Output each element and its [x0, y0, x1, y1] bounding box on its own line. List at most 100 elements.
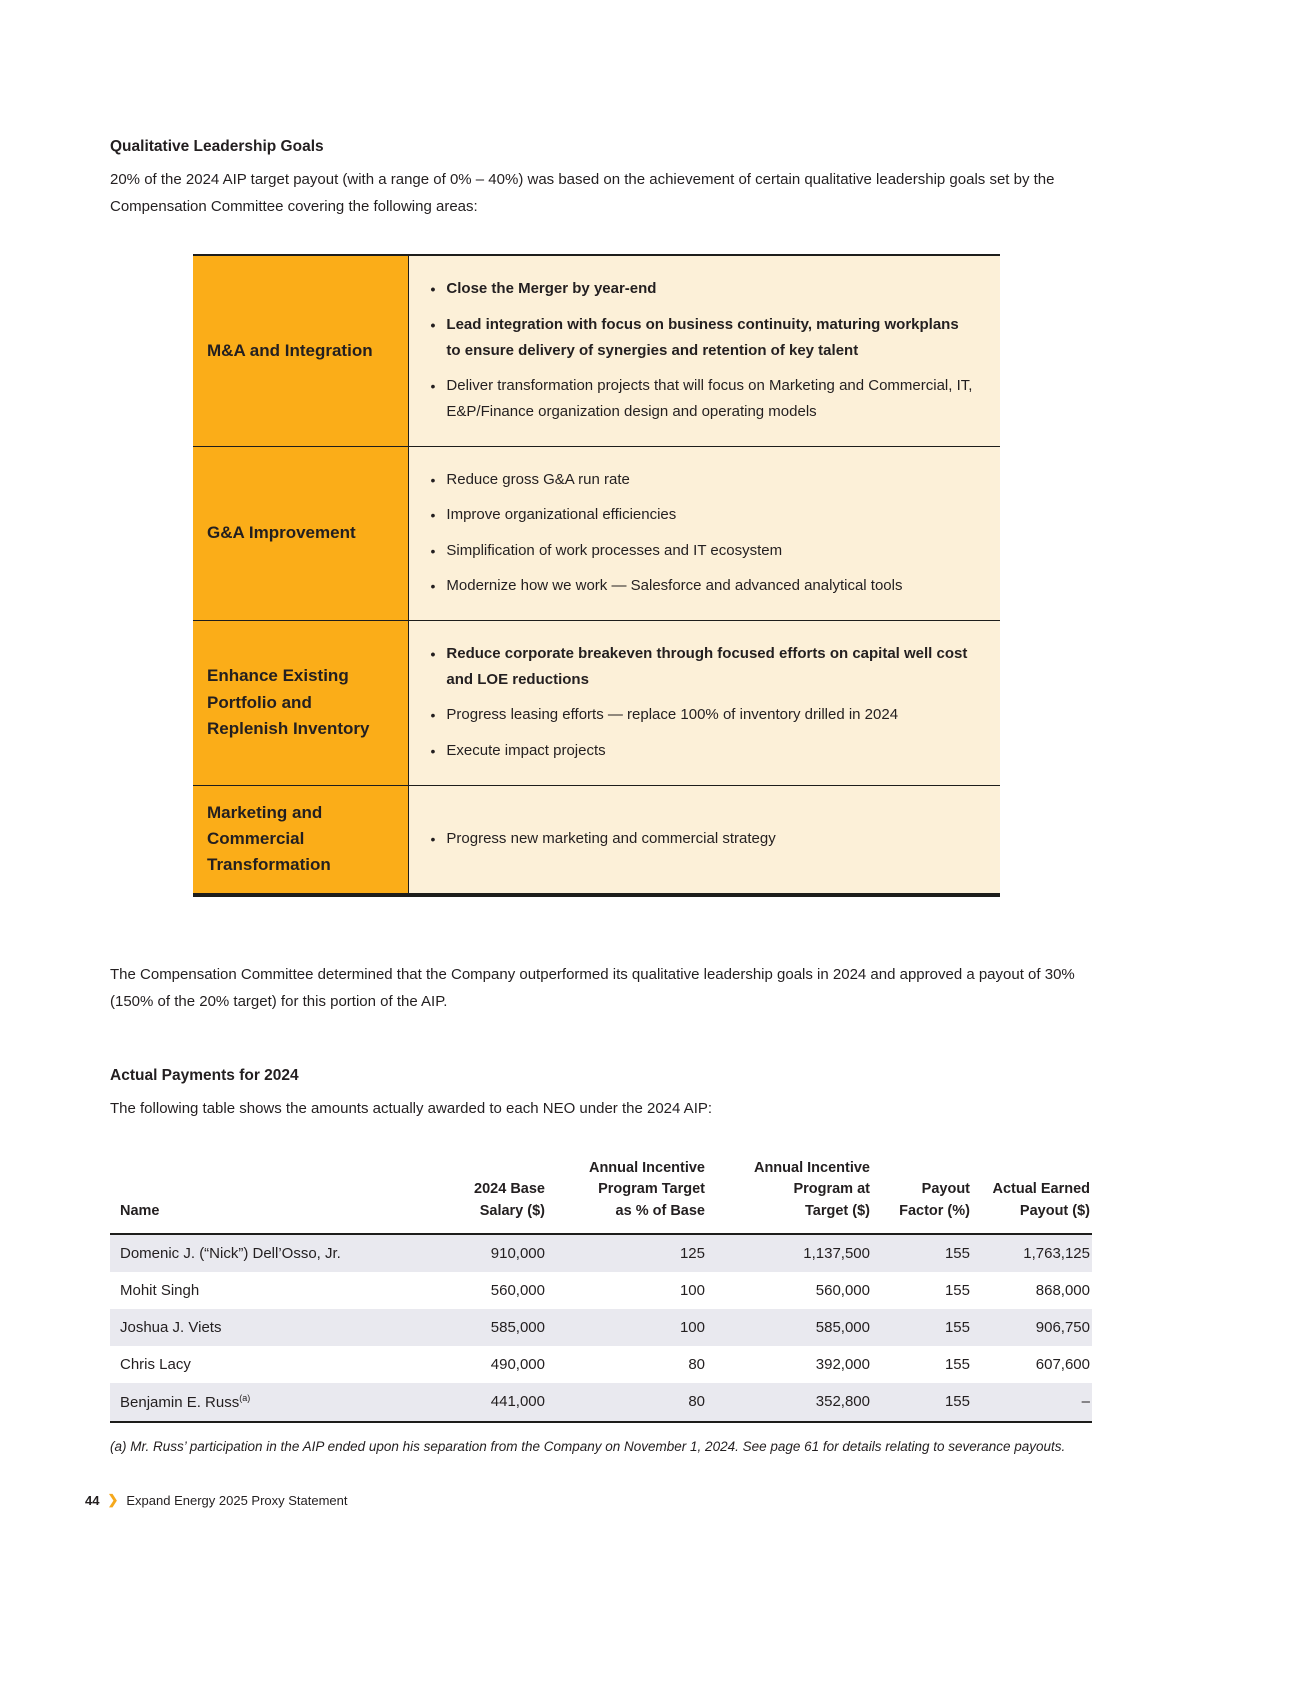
payment-value-cell: –	[972, 1382, 1092, 1423]
goal-bullet-item: • Improve organizational efficiencies	[431, 502, 975, 529]
goal-bullet-item: • Execute impact projects	[431, 738, 975, 765]
payment-value-cell: 607,600	[1035, 1355, 1090, 1373]
goal-bullet-item: • Progress leasing efforts — replace 100%…	[431, 702, 975, 729]
goal-bullet-text: Reduce gross G&A run rate	[446, 470, 630, 488]
footnote-marker: (a)	[239, 1392, 251, 1403]
footer-text: Expand Energy 2025 Proxy Statement	[126, 1492, 348, 1508]
payment-value-cell: 155	[944, 1281, 970, 1299]
payments-column-header: 2024 Base Salary ($)	[407, 1157, 547, 1235]
payments-table-header: Name 2024 Base Salary ($) Annual Incentive P…	[110, 1157, 1092, 1235]
payment-value-cell: 155	[944, 1244, 970, 1262]
payment-value-cell: 80	[688, 1355, 705, 1373]
payments-column-header: Actual Earned Payout ($)	[972, 1157, 1092, 1235]
chevron-icon: ❯	[107, 1492, 119, 1507]
payment-value-cell: 80	[547, 1382, 707, 1423]
payment-value-cell: 585,000	[815, 1318, 870, 1336]
bullet-icon: •	[430, 578, 436, 595]
goal-bullet-item: • Progress new marketing and commercial s…	[431, 826, 975, 853]
actual-payments-table: Name 2024 Base Salary ($) Annual Incentive P…	[110, 1157, 1092, 1423]
goal-bullet-text: Reduce corporate breakeven through focus…	[446, 644, 968, 689]
payments-table-body: Domenic J. (“Nick”) Dell’Osso, Jr. 910,00…	[110, 1233, 1092, 1423]
payment-value-cell: 490,000	[490, 1355, 545, 1373]
payments-table-row: Domenic J. (“Nick”) Dell’Osso, Jr. 910,00…	[110, 1233, 1092, 1272]
goal-category-label: Marketing and Commercial Transformation	[193, 785, 409, 896]
goal-bullet-text: Progress new marketing and commercial st…	[446, 829, 776, 847]
goal-bullets-cell: • Reduce gross G&A run rate • Improve organ…	[408, 446, 1000, 621]
goal-bullet-text: Execute impact projects	[446, 742, 606, 760]
payment-value-cell: 155	[872, 1382, 972, 1423]
payment-value-cell: 1,763,125	[1023, 1244, 1090, 1262]
footnote-a: (a) Mr. Russ’ participation in the AIP e…	[110, 1438, 1066, 1454]
payment-value-cell: 155	[944, 1318, 970, 1336]
actual-payments-heading: Actual Payments for 2024	[110, 1066, 299, 1084]
bullet-icon: •	[430, 316, 436, 333]
bullet-icon: •	[430, 707, 436, 724]
payment-value-cell: 100	[679, 1281, 705, 1299]
payment-value-cell: 906,750	[1035, 1318, 1090, 1336]
payment-value-cell: 560,000	[815, 1281, 870, 1299]
goal-bullet-item: • Lead integration with focus on business…	[431, 312, 975, 365]
bullet-icon: •	[430, 743, 436, 760]
goal-category-label: M&A and Integration	[193, 255, 409, 447]
goal-bullet-text: Deliver transformation projects that wil…	[446, 377, 973, 421]
neo-name-cell: Mohit Singh	[120, 1281, 200, 1299]
bullet-icon: •	[430, 645, 436, 662]
bullet-icon: •	[430, 471, 436, 488]
payment-value-cell: 392,000	[815, 1355, 870, 1373]
payment-value-cell: 910,000	[490, 1244, 545, 1262]
payments-table-row: Chris Lacy 490,000 80 392,000 155 607,600	[110, 1346, 1092, 1383]
page-content: Qualitative Leadership Goals 20% of the …	[110, 138, 1092, 1454]
goal-bullet-item: • Deliver transformation projects that wi…	[431, 373, 975, 426]
goal-bullets-cell: • Progress new marketing and commercial s…	[408, 785, 1000, 896]
neo-name-cell: Joshua J. Viets	[120, 1318, 222, 1336]
payment-value-cell: 868,000	[1035, 1281, 1090, 1299]
bullet-icon: •	[430, 830, 436, 847]
goals-table-row: M&A and Integration • Close the Merger by …	[193, 255, 1000, 447]
goal-bullet-text: Simplification of work processes and IT …	[446, 541, 783, 559]
goal-bullet-text: Progress leasing efforts — replace 100% …	[446, 706, 899, 724]
goal-bullet-item: • Simplification of work processes and IT…	[431, 538, 975, 565]
goal-bullet-item: • Reduce gross G&A run rate	[431, 467, 975, 494]
payments-header-row: Name 2024 Base Salary ($) Annual Incentive P…	[110, 1157, 1092, 1235]
payment-value-cell: 560,000	[490, 1281, 545, 1299]
goal-bullets-cell: • Close the Merger by year-end • Lead integ…	[408, 255, 1000, 447]
goal-category-label: G&A Improvement	[193, 446, 409, 621]
goal-bullet-item: • Modernize how we work — Salesforce and …	[431, 573, 975, 600]
goals-table-body: M&A and Integration • Close the Merger by …	[193, 255, 1000, 896]
payments-column-header: Annual Incentive Program at Target ($)	[707, 1157, 872, 1235]
payments-table-row: Mohit Singh 560,000 100 560,000 155 868,000	[110, 1272, 1092, 1309]
goals-table-row: Marketing and Commercial Transformation •…	[193, 785, 1000, 896]
payment-value-cell: 585,000	[490, 1318, 545, 1336]
neo-name-cell: Benjamin E. Russ(a)	[110, 1382, 407, 1423]
qualitative-goals-table: M&A and Integration • Close the Merger by …	[193, 254, 1000, 897]
payment-value-cell: 100	[679, 1318, 705, 1336]
committee-determination-paragraph: The Compensation Committee determined th…	[110, 965, 1075, 1010]
bullet-icon: •	[430, 281, 436, 297]
actual-payments-intro: The following table shows the amounts ac…	[110, 1099, 713, 1117]
goal-bullet-text: Close the Merger by year-end	[446, 280, 657, 297]
payment-value-cell: 352,800	[707, 1382, 872, 1423]
payments-column-header: Annual Incentive Program Target as % of Ba…	[547, 1157, 707, 1235]
payment-value-cell: 155	[944, 1355, 970, 1373]
payments-column-header: Name	[110, 1157, 407, 1235]
qualitative-goals-heading: Qualitative Leadership Goals	[110, 138, 324, 155]
payment-value-cell: 441,000	[407, 1382, 547, 1423]
payments-table-row: Benjamin E. Russ(a) 441,000 80 352,800 155–	[110, 1382, 1092, 1423]
qualitative-goals-intro: 20% of the 2024 AIP target payout (with …	[110, 171, 1055, 215]
bullet-icon: •	[430, 542, 436, 559]
goal-bullet-item: • Reduce corporate breakeven through focu…	[431, 641, 975, 694]
goal-bullets-cell: • Reduce corporate breakeven through focu…	[408, 620, 1000, 786]
neo-name-cell: Chris Lacy	[120, 1355, 191, 1373]
goals-table-row: G&A Improvement • Reduce gross G&A run rat…	[193, 446, 1000, 621]
payments-table-row: Joshua J. Viets 585,000 100 585,000 155 906,7…	[110, 1308, 1092, 1346]
page-number: 44	[85, 1492, 100, 1508]
payments-column-header: Payout Factor (%)	[872, 1157, 972, 1235]
page-footer: 44 ❯ Expand Energy 2025 Proxy Statement	[85, 1492, 348, 1508]
payment-value-cell: 1,137,500	[803, 1244, 870, 1262]
goal-bullet-text: Modernize how we work — Salesforce and a…	[446, 577, 903, 595]
neo-name-cell: Domenic J. (“Nick”) Dell’Osso, Jr.	[120, 1244, 341, 1262]
payment-value-cell: 125	[679, 1244, 705, 1262]
goal-bullet-text: Lead integration with focus on business …	[446, 315, 959, 359]
goals-table-row: Enhance Existing Portfolio and Replenish…	[193, 620, 1000, 786]
